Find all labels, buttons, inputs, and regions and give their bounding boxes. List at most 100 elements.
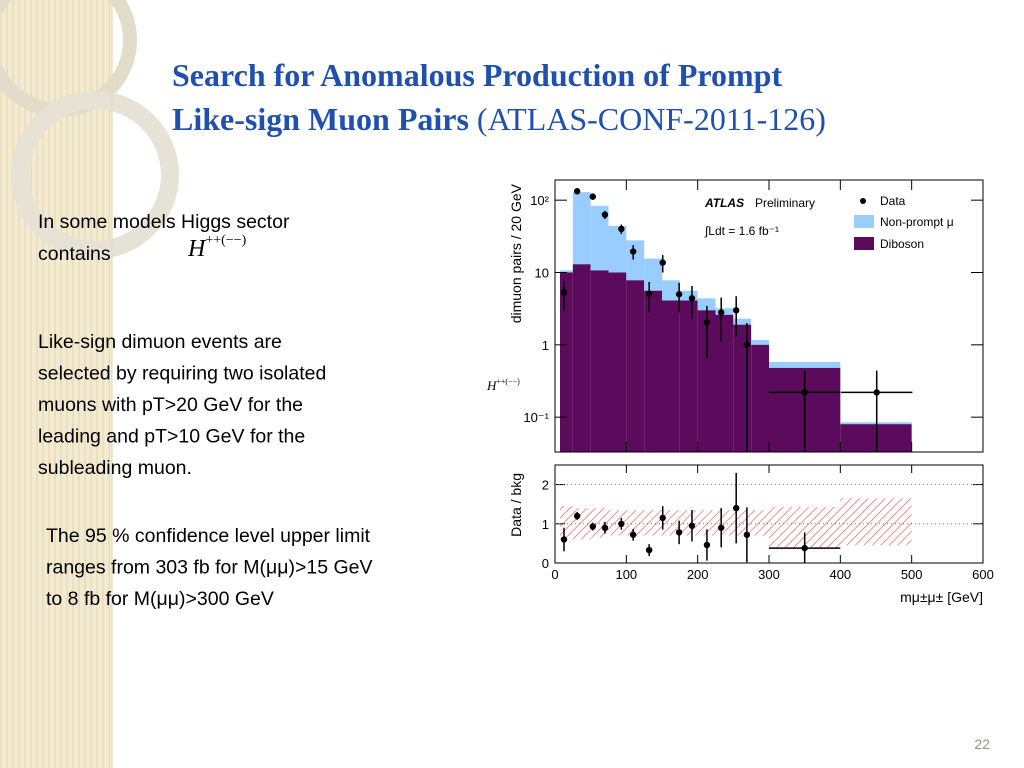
annotation-base: H [486, 378, 497, 393]
paragraph-line: The 95 % confidence level upper limit [46, 525, 371, 547]
legend-swatch [854, 237, 874, 250]
legend-marker [860, 198, 866, 204]
decor-ring [11, 91, 179, 259]
bar [608, 225, 627, 273]
title-bold: Like-sign Muon Pairs [172, 101, 469, 137]
bar [679, 300, 698, 452]
bar [608, 272, 627, 452]
bar [697, 310, 716, 452]
data-point [645, 290, 653, 297]
data-point [688, 522, 696, 529]
data-point [801, 389, 808, 396]
data-point [688, 295, 696, 302]
x-tick-label: 0 [551, 567, 558, 582]
paragraph-line: to 8 fb for M(μμ)>300 GeV [46, 588, 274, 610]
uncertainty-band [662, 510, 680, 536]
bar [626, 280, 645, 452]
data-point [718, 524, 725, 531]
data-point [675, 529, 683, 536]
bar [751, 344, 769, 452]
bar [769, 361, 841, 368]
data-point [659, 514, 666, 522]
data-point [743, 531, 751, 538]
data-point [873, 389, 880, 396]
title-plain: (ATLAS-CONF-2011-126) [477, 101, 826, 137]
bar [733, 318, 752, 325]
bar [662, 300, 680, 452]
formula-sup: ++(−−) [205, 233, 246, 248]
formula: H++(−−) [187, 233, 247, 262]
paragraph-line: subleading muon. [38, 457, 192, 479]
formula-base: H [187, 236, 207, 262]
title-line: Search for Anomalous Production of Promp… [172, 57, 782, 93]
data-point [629, 531, 637, 538]
y-tick-label: 10² [530, 193, 549, 208]
paragraph-line: In some models Higgs sector [38, 211, 290, 233]
bar [559, 270, 573, 273]
data-point [629, 248, 637, 255]
x-axis-label: mμ±μ± [GeV] [900, 589, 983, 605]
y-tick-label: 1 [542, 338, 549, 353]
y-tick-label: 10 [535, 265, 549, 280]
legend-label: Non-prompt μ [880, 215, 954, 229]
uncertainty-band [559, 506, 573, 540]
bar [626, 240, 645, 281]
paragraph-line: selected by requiring two isolated [38, 363, 326, 385]
data-point [560, 536, 568, 543]
y-tick-label: 2 [542, 478, 549, 493]
bar [751, 339, 769, 345]
paragraph-line: ranges from 303 fb for M(μμ)>15 GeV [46, 557, 372, 579]
annotation-sup: ++(−−) [496, 377, 520, 386]
bar [715, 308, 734, 315]
uncertainty-band [751, 510, 769, 536]
legend-label: Diboson [880, 237, 924, 251]
x-tick-label: 300 [758, 567, 780, 582]
uncertainty-band [840, 498, 912, 546]
x-tick-label: 100 [615, 567, 637, 582]
bar [662, 280, 680, 301]
data-point [601, 524, 609, 531]
page-number: 22 [974, 736, 990, 752]
y-tick-label: 1 [542, 517, 549, 532]
data-point [618, 520, 625, 527]
y-tick-label: 10⁻¹ [523, 410, 549, 425]
bar [679, 290, 698, 301]
data-point [659, 259, 666, 266]
data-point [560, 289, 568, 296]
uncertainty-band [644, 510, 662, 536]
bar [572, 192, 591, 265]
legend-label: Data [880, 194, 906, 208]
data-point [601, 211, 609, 218]
legend-swatch [854, 215, 874, 228]
data-point [589, 523, 597, 530]
bar [590, 270, 609, 452]
data-point [743, 341, 751, 349]
data-point [645, 546, 653, 554]
data-point [703, 541, 711, 549]
data-point [675, 291, 683, 298]
y-axis-label: dimuon pairs / 20 GeV [508, 183, 524, 323]
data-point [573, 188, 581, 195]
paragraph-line: Like-sign dimuon events are [38, 331, 282, 353]
bar [572, 264, 591, 452]
bar [590, 205, 609, 271]
data-point [732, 504, 740, 512]
bar [644, 290, 662, 452]
y-tick-label: 0 [542, 556, 549, 571]
data-point [589, 193, 597, 200]
data-point [718, 309, 725, 316]
title-line: Like-sign Muon Pairs (ATLAS-CONF-2011-126… [172, 101, 826, 137]
data-point [732, 307, 740, 314]
x-tick-label: 400 [829, 567, 851, 582]
y-axis-label: Data / bkg [508, 473, 524, 537]
bar [697, 298, 716, 311]
paragraph-line: contains [38, 243, 111, 265]
bar [559, 272, 573, 452]
side-strip [0, 0, 112, 768]
annotation: ∫Ldt = 1.6 fb⁻¹ [704, 224, 779, 238]
data-point [618, 225, 625, 233]
data-point [573, 512, 581, 520]
annotation: H++(−−) [486, 377, 520, 393]
paragraph-line: muons with pT>20 GeV for the [38, 394, 303, 416]
uncertainty-band [697, 510, 716, 536]
